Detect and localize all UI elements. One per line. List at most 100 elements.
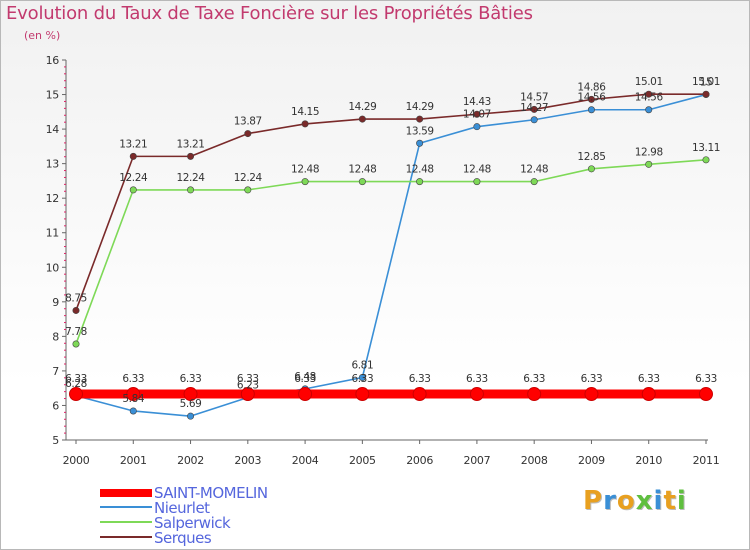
legend-swatch-nieurlet: [100, 506, 152, 508]
data-label-salperwick: 12.48: [463, 164, 491, 176]
data-label-saint-momelin: 6.33: [65, 373, 87, 385]
y-tick-label: 8: [52, 330, 59, 343]
data-point-saint-momelin: [584, 387, 599, 402]
x-tick-label: 2008: [521, 454, 548, 467]
data-point-serques: [473, 110, 481, 118]
y-axis-unit: (en %): [24, 29, 61, 42]
data-label-saint-momelin: 6.33: [180, 373, 202, 385]
data-label-serques: 14.29: [348, 101, 376, 113]
data-label-saint-momelin: 6.33: [466, 373, 488, 385]
legend-label-salperwick: Salperwick: [154, 514, 231, 532]
series-lines: [75, 93, 707, 417]
data-point-salperwick: [244, 186, 252, 194]
data-label-nieurlet: 14.07: [463, 109, 491, 121]
x-tick-label: 2011: [693, 454, 720, 467]
data-labels: 6.285.84 5.696.236.486.8113.5914.0714.271…: [65, 76, 720, 410]
data-label-saint-momelin: 6.33: [351, 373, 373, 385]
data-label-salperwick: 12.48: [348, 164, 376, 176]
legend-swatch-serques: [100, 536, 152, 538]
data-point-serques: [244, 130, 252, 138]
data-point-salperwick: [587, 165, 595, 173]
legend-label-nieurlet: Nieurlet: [154, 499, 210, 517]
data-label-serques: 15.01: [692, 76, 720, 88]
data-point-saint-momelin: [183, 387, 198, 402]
data-label-nieurlet: 14.56: [635, 92, 664, 104]
legend-swatch-salperwick: [100, 521, 152, 523]
x-tick-label: 2007: [464, 454, 491, 467]
data-point-salperwick: [473, 178, 481, 186]
data-label-serques: 14.86: [577, 81, 606, 93]
y-tick-label: 16: [46, 54, 60, 67]
data-label-saint-momelin: 6.33: [294, 373, 316, 385]
data-label-nieurlet: 6.23: [237, 380, 259, 392]
data-label-nieurlet: 6.48: [294, 371, 316, 383]
data-label-nieurlet: 14.56: [577, 92, 606, 104]
data-point-salperwick: [358, 178, 366, 186]
data-point-nieurlet: [530, 116, 538, 124]
logo-letter: r: [603, 486, 617, 516]
data-label-nieurlet: 13.59: [406, 125, 434, 137]
data-point-serques: [416, 115, 424, 123]
data-label-nieurlet: 14.27: [520, 102, 548, 114]
data-point-serques: [530, 105, 538, 113]
logo-letter: P: [583, 486, 604, 516]
y-tick-label: 6: [52, 399, 59, 412]
x-tick-label: 2009: [578, 454, 605, 467]
data-point-serques: [645, 90, 653, 98]
y-tick-label: 7: [52, 365, 59, 378]
logo-letter: t: [663, 486, 677, 516]
data-point-salperwick: [416, 178, 424, 186]
data-point-serques: [358, 115, 366, 123]
data-label-saint-momelin: 6.33: [695, 373, 717, 385]
data-point-serques: [702, 90, 710, 98]
axes: 5 6 7 8 9 10 11 12 13 14 15 16 2000 2001 2002 2003 2004 2…: [46, 54, 720, 467]
data-label-salperwick: 12.24: [234, 172, 263, 184]
data-point-salperwick: [129, 186, 137, 194]
logo-letter: o: [616, 486, 636, 516]
series-points: [69, 90, 713, 420]
data-point-saint-momelin: [240, 387, 255, 402]
data-label-salperwick: 12.48: [406, 164, 434, 176]
data-point-nieurlet: [645, 106, 653, 114]
data-point-saint-momelin: [699, 387, 713, 402]
data-label-saint-momelin: 6.33: [638, 373, 660, 385]
data-point-saint-momelin: [641, 387, 656, 402]
logo-letter: x: [635, 486, 654, 516]
data-point-nieurlet: [416, 139, 424, 147]
y-tick-label: 9: [52, 296, 59, 309]
legend-swatch-saint-momelin: [100, 489, 152, 497]
data-label-nieurlet: 5.69: [180, 398, 202, 410]
x-tick-label: 2004: [292, 454, 319, 467]
logo-letter: i: [653, 486, 664, 516]
data-point-nieurlet: [358, 373, 366, 381]
data-label-salperwick: 12.85: [577, 151, 605, 163]
data-label-nieurlet: 6.81: [351, 359, 373, 371]
y-tick-label: 5: [52, 434, 59, 447]
x-tick-label: 2005: [349, 454, 376, 467]
data-point-saint-momelin: [69, 387, 83, 402]
data-point-serques: [301, 120, 309, 128]
data-point-salperwick: [645, 160, 653, 168]
logo-letter: i: [676, 486, 687, 516]
data-point-saint-momelin: [126, 387, 141, 402]
y-tick-label: 15: [46, 89, 60, 102]
data-label-salperwick: 12.24: [177, 172, 206, 184]
data-label-serques: 14.43: [463, 96, 491, 108]
data-point-serques: [129, 152, 137, 160]
data-label-salperwick: 12.48: [291, 164, 319, 176]
data-point-salperwick: [72, 340, 80, 348]
data-label-serques: 14.15: [291, 106, 319, 118]
data-point-saint-momelin: [355, 387, 370, 402]
x-tick-label: 2000: [63, 454, 90, 467]
data-point-salperwick: [702, 156, 710, 164]
x-tick-label: 2006: [406, 454, 433, 467]
data-label-serques: 13.21: [177, 138, 205, 150]
data-label-salperwick: 7.78: [65, 326, 87, 338]
data-point-serques: [187, 152, 195, 160]
data-label-saint-momelin: 6.33: [581, 373, 603, 385]
data-label-serques: 15.01: [635, 76, 663, 88]
chart-title: Evolution du Taux de Taxe Foncière sur l…: [6, 3, 533, 24]
legend-label-serques: Serques: [154, 529, 212, 547]
data-label-saint-momelin: 6.33: [237, 373, 259, 385]
line-chart: 5 6 7 8 9 10 11 12 13 14 15 16 2000 2001 2002 2003 2004 2…: [46, 54, 721, 467]
